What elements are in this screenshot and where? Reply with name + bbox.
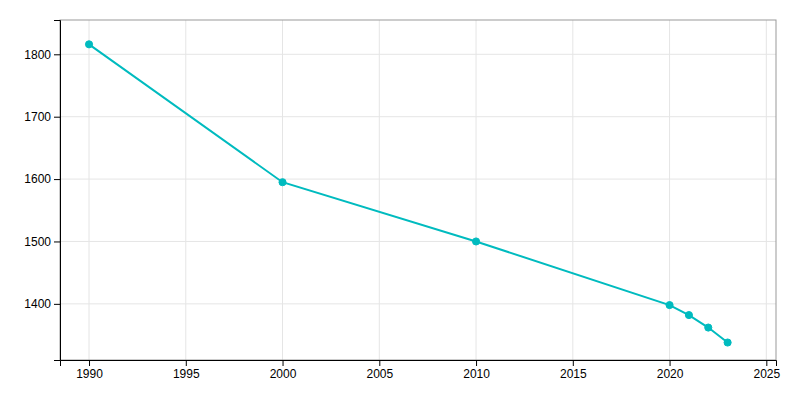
marker [85, 41, 92, 48]
tick: 1600 [24, 172, 60, 186]
tick-label: 2010 [463, 367, 490, 381]
tick: 1800 [24, 48, 60, 62]
tick-mark [573, 360, 574, 366]
tick: 2005 [366, 360, 393, 381]
grid-line [476, 20, 477, 360]
tick: 1995 [173, 360, 200, 381]
tick-label: 1995 [173, 367, 200, 381]
x-axis: 1990 1995 2000 2005 2010 2015 2020 2025 [61, 360, 781, 381]
marker [279, 179, 286, 186]
tick-mark [54, 54, 60, 55]
grid-line [766, 20, 767, 360]
axis-line [54, 21, 61, 361]
plot-area: 1990 1995 2000 2005 2010 2015 2020 2025 1400 1500… [24, 20, 780, 381]
tick-mark [670, 360, 671, 366]
grid-line [89, 20, 90, 360]
grid [60, 20, 776, 360]
line [89, 44, 728, 342]
tick-mark [89, 360, 90, 366]
plot-frame [60, 20, 776, 360]
tick-label: 2025 [753, 367, 780, 381]
tick-mark [54, 179, 60, 180]
tick-label: 2000 [270, 367, 297, 381]
tick-mark [379, 360, 380, 366]
tick-mark [54, 241, 60, 242]
tick: 2015 [560, 360, 587, 381]
grid-line [282, 20, 283, 360]
tick: 1990 [76, 360, 103, 381]
tick-mark [766, 360, 767, 366]
marker [705, 324, 712, 331]
tick: 1500 [24, 235, 60, 249]
tick: 1400 [24, 297, 60, 311]
tick: 1700 [24, 110, 60, 124]
grid-line [60, 116, 776, 117]
tick: 2025 [753, 360, 780, 381]
tick-label: 2015 [560, 367, 587, 381]
marker [472, 238, 479, 245]
grid-line [572, 20, 573, 360]
tick-label: 1990 [76, 367, 103, 381]
tick-label: 1600 [24, 172, 51, 186]
chart: 1990 1995 2000 2005 2010 2015 2020 2025 1400 1500… [0, 0, 800, 400]
tick-mark [54, 117, 60, 118]
tick: 2020 [657, 360, 684, 381]
tick-label: 2020 [657, 367, 684, 381]
tick-label: 1400 [24, 297, 51, 311]
tick-mark [476, 360, 477, 366]
tick-mark [186, 360, 187, 366]
axis-line [61, 361, 777, 367]
marker [666, 302, 673, 309]
marker [685, 312, 692, 319]
tick-label: 1700 [24, 110, 51, 124]
grid-line [185, 20, 186, 360]
tick-label: 1800 [24, 48, 51, 62]
grid-line [60, 179, 776, 180]
grid-line [60, 54, 776, 55]
tick-mark [283, 360, 284, 366]
tick-label: 2005 [366, 367, 393, 381]
tick: 2000 [270, 360, 297, 381]
grid-line [60, 241, 776, 242]
tick-mark [54, 304, 60, 305]
marker [724, 339, 731, 346]
tick-label: 1500 [24, 235, 51, 249]
y-axis: 1400 1500 1600 1700 1800 [24, 21, 60, 361]
tick: 2010 [463, 360, 490, 381]
grid-line [379, 20, 380, 360]
series [85, 41, 731, 346]
